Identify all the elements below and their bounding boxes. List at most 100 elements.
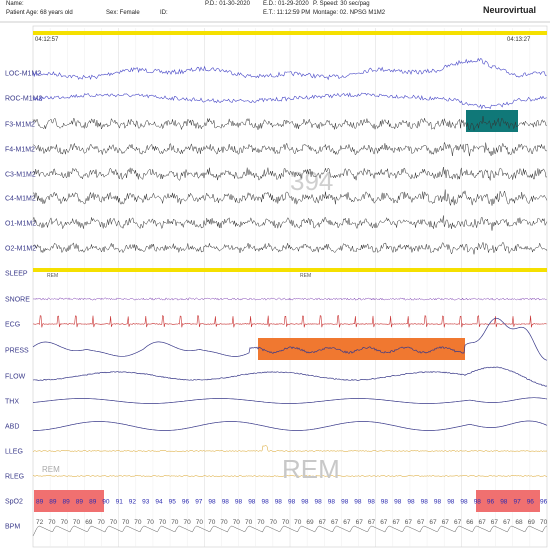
trace-o1 — [32, 215, 548, 231]
bpm-value: 67 — [405, 519, 413, 526]
desaturation-marker-right[interactable] — [476, 490, 540, 512]
trace-press — [32, 317, 548, 361]
bpm-value: 70 — [540, 519, 548, 526]
spo2-value: 98 — [500, 499, 508, 506]
bpm-value: 67 — [491, 519, 499, 526]
spo2-value: 98 — [208, 499, 216, 506]
bpm-value: 67 — [380, 519, 388, 526]
patient-sex: Sex: Female — [106, 10, 140, 16]
bpm-value: 67 — [393, 519, 401, 526]
spo2-value: 93 — [142, 499, 150, 506]
spo2-value: 98 — [447, 499, 455, 506]
bpm-value: 67 — [343, 519, 351, 526]
channel-label-spo2[interactable]: SpO2 — [5, 499, 23, 506]
bpm-value: 70 — [73, 519, 81, 526]
bpm-value: 67 — [429, 519, 437, 526]
trace-pleth — [32, 525, 547, 537]
bpm-value: 67 — [442, 519, 450, 526]
exam-time: E.T.: 11:12:59 PM — [263, 10, 311, 16]
spo2-value: 98 — [381, 499, 389, 506]
spo2-value: 91 — [116, 499, 124, 506]
channel-label-f4-m1m2[interactable]: F4-M1M2 — [5, 147, 35, 154]
bpm-value: 69 — [85, 519, 93, 526]
bpm-value: 70 — [220, 519, 228, 526]
bpm-value: 70 — [61, 519, 69, 526]
bpm-value: 67 — [368, 519, 376, 526]
spo2-value: 98 — [328, 499, 336, 506]
bpm-value: 70 — [233, 519, 241, 526]
bpm-value: 70 — [98, 519, 106, 526]
channel-label-press[interactable]: PRESS — [5, 348, 29, 355]
spo2-value: 96 — [527, 499, 535, 506]
time-grid — [49, 28, 531, 547]
channel-label-f3-m1m2[interactable]: F3-M1M2 — [5, 122, 35, 129]
channel-label-o1-m1m2[interactable]: O1-M1M2 — [5, 221, 36, 228]
bpm-value: 67 — [417, 519, 425, 526]
spo2-value: 89 — [36, 499, 44, 506]
bpm-value: 67 — [331, 519, 339, 526]
channel-label-bpm[interactable]: BPM — [5, 524, 20, 531]
spo2-value: 89 — [89, 499, 97, 506]
channel-label-c3-m1m2[interactable]: C3-M1M2 — [5, 172, 36, 179]
bpm-value: 67 — [479, 519, 487, 526]
bpm-value: 72 — [36, 519, 44, 526]
trace-c4 — [32, 189, 548, 207]
bpm-value: 69 — [528, 519, 536, 526]
trace-ecg — [32, 314, 547, 328]
spo2-value: 98 — [354, 499, 362, 506]
paper-speed: P. Speed: 30 sec/pag — [313, 1, 370, 7]
epoch-time-bar — [33, 31, 547, 35]
bpm-value: 70 — [257, 519, 265, 526]
channel-label-c4-m1m2[interactable]: C4-M1M2 — [5, 196, 36, 203]
sleep-stage-label-mid: REM — [300, 273, 311, 279]
spo2-value: 89 — [76, 499, 84, 506]
channel-label-loc-m1m2[interactable]: LOC-M1M2 — [5, 71, 41, 78]
spo2-value: 95 — [169, 499, 177, 506]
channel-label-o2-m1m2[interactable]: O2-M1M2 — [5, 246, 36, 253]
channel-label-roc-m1m2[interactable]: ROC-M1M2 — [5, 96, 42, 103]
bpm-values: 72 70 70 70 69 70 70 70 70 70 70 70 70 70 70 70 70 70 70 70… — [36, 519, 548, 526]
channel-label-ecg[interactable]: ECG — [5, 322, 20, 329]
epoch-end-time: 04:13:27 — [507, 37, 531, 43]
spo2-value: 96 — [182, 499, 190, 506]
spo2-value: 98 — [275, 499, 283, 506]
bpm-value: 66 — [466, 519, 474, 526]
spo2-values: 89 89 89 89 89 90 91 92 93 94 95 96 97 98 98 98 98 98 98 98… — [36, 499, 548, 506]
channel-label-thx[interactable]: THX — [5, 399, 19, 406]
channel-label-lleg[interactable]: LLEG — [5, 449, 23, 456]
trace-f3 — [32, 115, 548, 131]
channel-label-abd[interactable]: ABD — [5, 424, 19, 431]
spo2-value: 98 — [474, 499, 482, 506]
bpm-value: 70 — [48, 519, 56, 526]
spo2-value: 98 — [301, 499, 309, 506]
rleg-stage-note: REM — [42, 465, 60, 474]
trace-f4 — [32, 141, 548, 157]
bpm-value: 70 — [270, 519, 278, 526]
bpm-value: 70 — [196, 519, 204, 526]
channel-label-rleg[interactable]: RLEG — [5, 474, 24, 481]
trace-rleg — [32, 475, 548, 477]
bpm-value: 70 — [184, 519, 192, 526]
channel-label-snore[interactable]: SNORE — [5, 297, 30, 304]
bpm-value: 68 — [515, 519, 523, 526]
spo2-value: 89 — [49, 499, 57, 506]
spo2-value: 98 — [315, 499, 323, 506]
trace-abd — [33, 420, 548, 431]
spo2-value: 98 — [460, 499, 468, 506]
spo2-value: 98 — [288, 499, 296, 506]
trace-o2 — [33, 241, 548, 255]
patient-age: Patient Age: 68 years old — [6, 10, 73, 16]
channel-label-flow[interactable]: FLOW — [5, 374, 26, 381]
spo2-value: 98 — [341, 499, 349, 506]
bpm-value: 70 — [294, 519, 302, 526]
desaturation-marker-left[interactable] — [34, 490, 104, 512]
spo2-value: 92 — [129, 499, 137, 506]
channel-label-sleep[interactable]: SLEEP — [5, 271, 28, 278]
name-label: Name: — [6, 1, 24, 7]
spo2-value: 94 — [155, 499, 163, 506]
spo2-value: 97 — [514, 499, 522, 506]
spo2-value: 98 — [368, 499, 376, 506]
report-header: Name: Patient Age: 68 years old Sex: Fem… — [0, 0, 550, 22]
trace-c3 — [32, 166, 548, 181]
